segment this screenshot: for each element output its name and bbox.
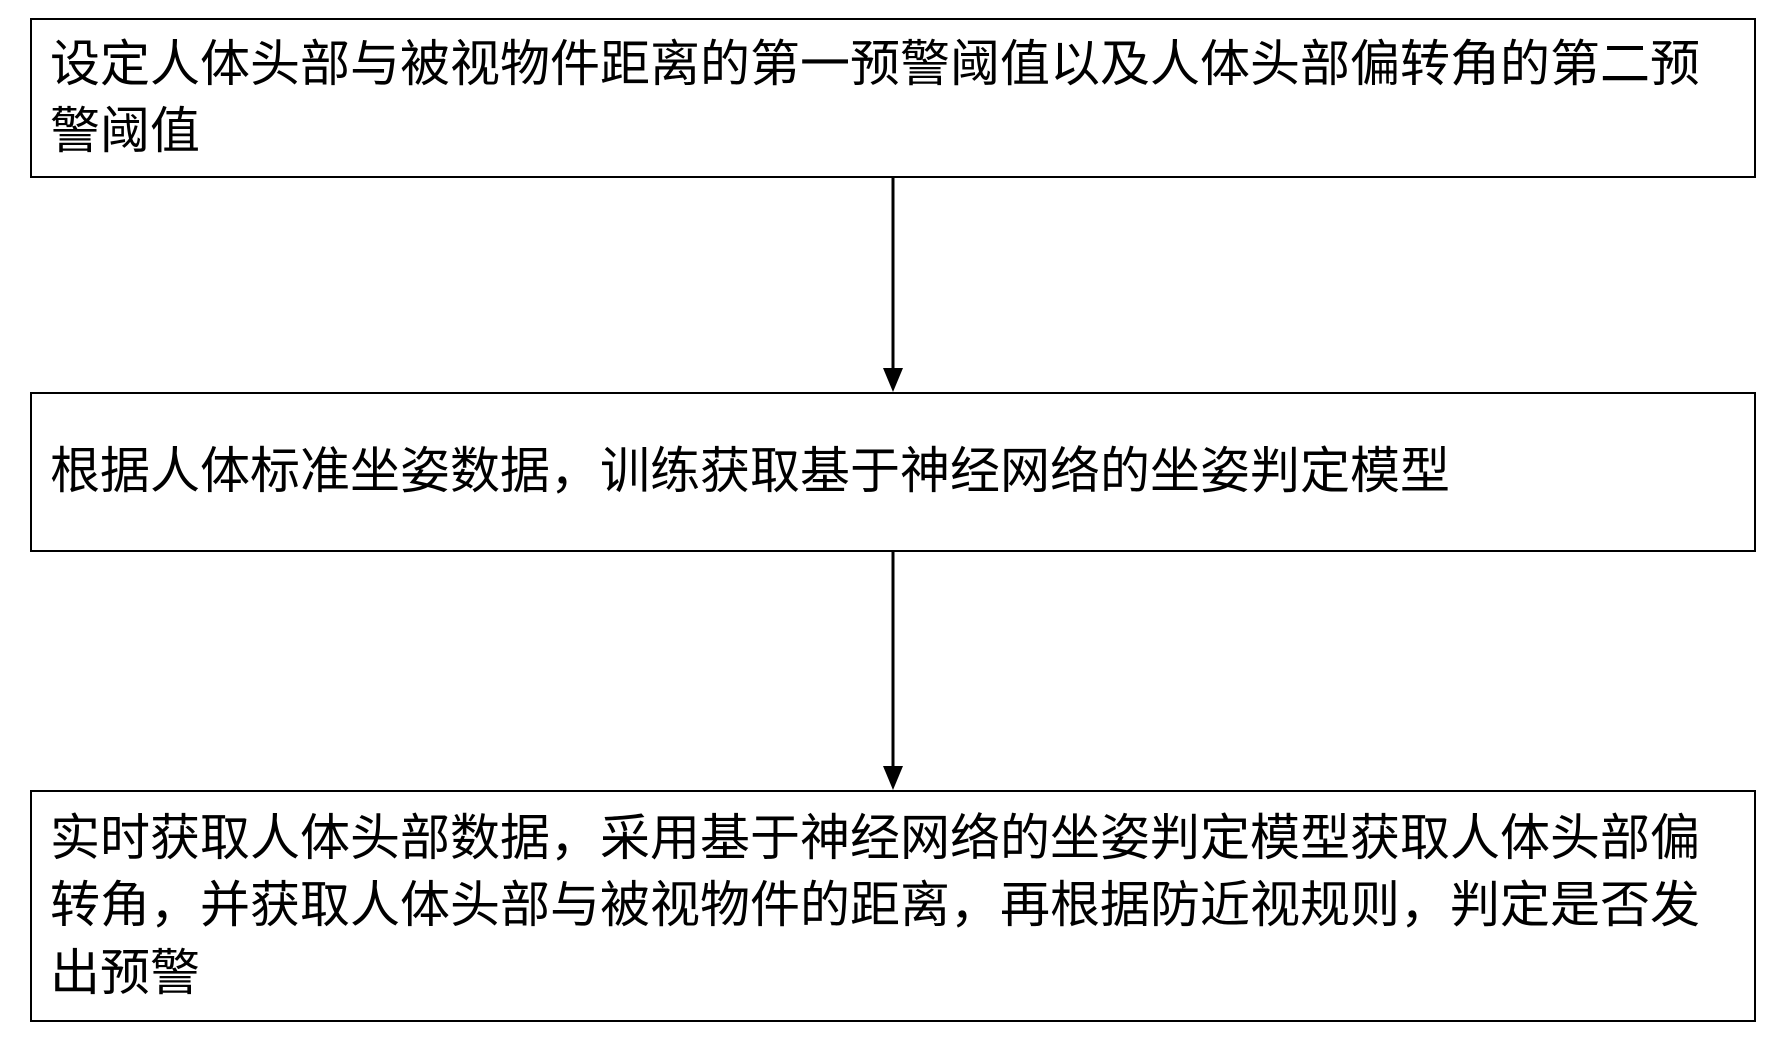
flowchart-canvas: 设定人体头部与被视物件距离的第一预警阈值以及人体头部偏转角的第二预警阈值 根据人… [0, 0, 1786, 1052]
flow-arrow-2-to-3 [873, 552, 913, 790]
flow-step-1-text: 设定人体头部与被视物件距离的第一预警阈值以及人体头部偏转角的第二预警阈值 [50, 31, 1736, 166]
flow-step-1: 设定人体头部与被视物件距离的第一预警阈值以及人体头部偏转角的第二预警阈值 [30, 18, 1756, 178]
flow-step-3: 实时获取人体头部数据，采用基于神经网络的坐姿判定模型获取人体头部偏转角，并获取人… [30, 790, 1756, 1022]
flow-arrow-1-to-2 [873, 178, 913, 392]
flow-step-2-text: 根据人体标准坐姿数据，训练获取基于神经网络的坐姿判定模型 [50, 438, 1450, 506]
flow-step-3-text: 实时获取人体头部数据，采用基于神经网络的坐姿判定模型获取人体头部偏转角，并获取人… [50, 805, 1736, 1008]
flow-step-2: 根据人体标准坐姿数据，训练获取基于神经网络的坐姿判定模型 [30, 392, 1756, 552]
